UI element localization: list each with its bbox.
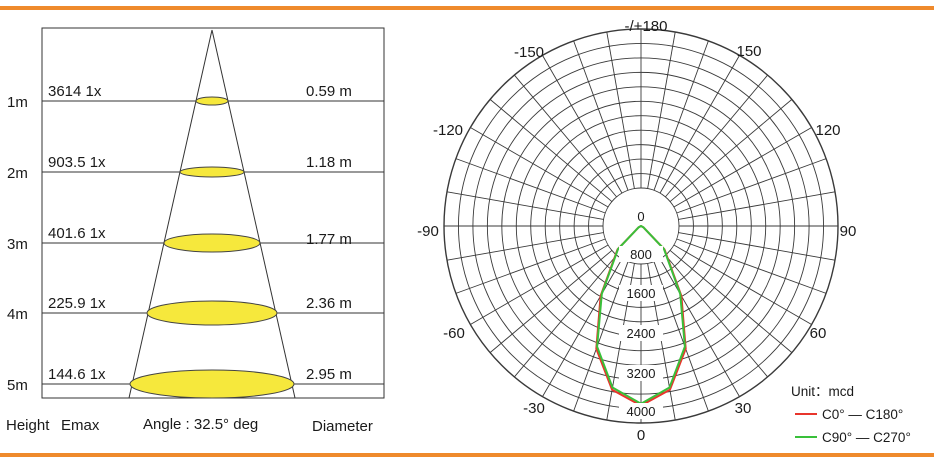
polar-spoke xyxy=(659,55,740,194)
row-emax: 903.5 1x xyxy=(48,154,106,171)
radial-label: 3200 xyxy=(627,366,656,381)
row-height: 5m xyxy=(7,377,28,394)
angle-label-pos120: 120 xyxy=(815,122,840,139)
polar-spoke xyxy=(653,261,709,412)
polar-spoke xyxy=(647,31,676,189)
beam-ellipse xyxy=(195,96,229,106)
radial-label-bg xyxy=(619,208,663,224)
cone-row: 1m 3614 1x 0.59 m xyxy=(7,83,384,111)
row-diameter: 1.18 m xyxy=(306,154,352,171)
angle-label-pos150: 150 xyxy=(736,43,761,60)
cone-row: 4m 225.9 1x 2.36 m xyxy=(7,295,384,326)
polar-spoke xyxy=(678,232,836,261)
legend-label-c90: C90° — C270° xyxy=(822,430,911,445)
legend-label-c0: C0° — C180° xyxy=(822,407,903,422)
polar-spoke xyxy=(673,127,812,208)
polar-spoke xyxy=(659,258,740,397)
row-diameter: 2.36 m xyxy=(306,295,352,312)
top-rule xyxy=(0,6,934,10)
row-emax: 401.6 1x xyxy=(48,225,106,242)
row-diameter: 1.77 m xyxy=(306,231,352,248)
polar-grid xyxy=(443,28,839,424)
polar-spoke xyxy=(653,40,709,191)
radial-label-bg xyxy=(619,285,663,301)
angle-label: Angle : 32.5° deg xyxy=(143,416,258,433)
polar-spoke xyxy=(514,74,617,198)
polar-spoke xyxy=(676,158,827,214)
polar-spoke xyxy=(542,258,623,397)
row-height: 2m xyxy=(7,165,28,182)
row-emax: 3614 1x xyxy=(48,83,102,100)
polar-spoke xyxy=(669,99,793,202)
polar-spoke xyxy=(446,191,604,220)
emax-header: Emax xyxy=(61,417,100,434)
row-diameter: 0.59 m xyxy=(306,83,352,100)
polar-spoke xyxy=(470,244,609,325)
diameter-header: Diameter xyxy=(312,418,373,435)
polar-spoke xyxy=(573,40,629,191)
row-height: 1m xyxy=(7,94,28,111)
angle-label-neg60: -60 xyxy=(443,325,465,342)
cone-diagram: 1m 3614 1x 0.59 m 2m 903.5 1x 1.18 m 3m … xyxy=(6,27,385,435)
beam-ellipse xyxy=(146,300,278,326)
polar-spoke xyxy=(606,31,635,189)
beam-ellipse xyxy=(163,233,261,253)
angle-label-pos30: 30 xyxy=(735,400,752,417)
row-diameter: 2.95 m xyxy=(306,366,352,383)
polar-spoke xyxy=(455,238,606,294)
polar-spoke xyxy=(446,232,604,261)
radial-label: 0 xyxy=(637,209,644,224)
cone-left-edge xyxy=(128,29,213,399)
angle-label-top: -/+180 xyxy=(625,18,668,35)
angle-label-bottom: 0 xyxy=(637,427,645,444)
polar-spoke xyxy=(673,244,812,325)
angle-label-neg90: -90 xyxy=(417,223,439,240)
bottom-rule xyxy=(0,453,934,457)
polar-spoke xyxy=(678,191,836,220)
cone-right-edge xyxy=(211,29,296,399)
polar-chart: 0 800 1600 2400 3200 4000 -/+180 -150 150 -12… xyxy=(417,18,911,445)
height-header: Height xyxy=(6,417,50,434)
beam-ellipse xyxy=(179,166,245,178)
radial-label: 800 xyxy=(630,247,652,262)
radial-label: 2400 xyxy=(627,326,656,341)
radial-label-bg xyxy=(619,403,663,419)
cone-row: 2m 903.5 1x 1.18 m xyxy=(7,154,384,182)
cone-row: 3m 401.6 1x 1.77 m xyxy=(7,225,384,253)
cone-row: 5m 144.6 1x 2.95 m xyxy=(7,366,384,399)
polar-spoke xyxy=(669,250,793,353)
row-emax: 225.9 1x xyxy=(48,295,106,312)
radial-label-bg xyxy=(619,325,663,341)
angle-label-neg30: -30 xyxy=(523,400,545,417)
polar-spoke xyxy=(514,254,617,378)
polar-spoke xyxy=(573,261,629,412)
polar-spoke xyxy=(542,55,623,194)
angle-label-pos60: 60 xyxy=(810,325,827,342)
radial-label: 1600 xyxy=(627,286,656,301)
polar-spoke xyxy=(470,127,609,208)
radial-label-bg xyxy=(619,365,663,381)
polar-spoke xyxy=(489,99,613,202)
angle-label-pos90: 90 xyxy=(840,223,857,240)
polar-spoke xyxy=(489,250,613,353)
beam-ellipse xyxy=(129,369,295,399)
legend: Unit：mcd C0° — C180° C90° — C270° xyxy=(791,384,911,445)
angle-label-neg120: -120 xyxy=(433,122,463,139)
unit-label: Unit：mcd xyxy=(791,384,854,399)
polar-spoke xyxy=(665,254,768,378)
polar-spoke xyxy=(455,158,606,214)
polar-spoke xyxy=(676,238,827,294)
row-height: 4m xyxy=(7,306,28,323)
row-height: 3m xyxy=(7,236,28,253)
polar-spoke xyxy=(665,74,768,198)
polar-radial-labels: 0 800 1600 2400 3200 4000 xyxy=(619,208,663,419)
angle-label-neg150: -150 xyxy=(514,44,544,61)
row-emax: 144.6 1x xyxy=(48,366,106,383)
radial-label-bg xyxy=(619,246,663,262)
radial-label: 4000 xyxy=(627,404,656,419)
